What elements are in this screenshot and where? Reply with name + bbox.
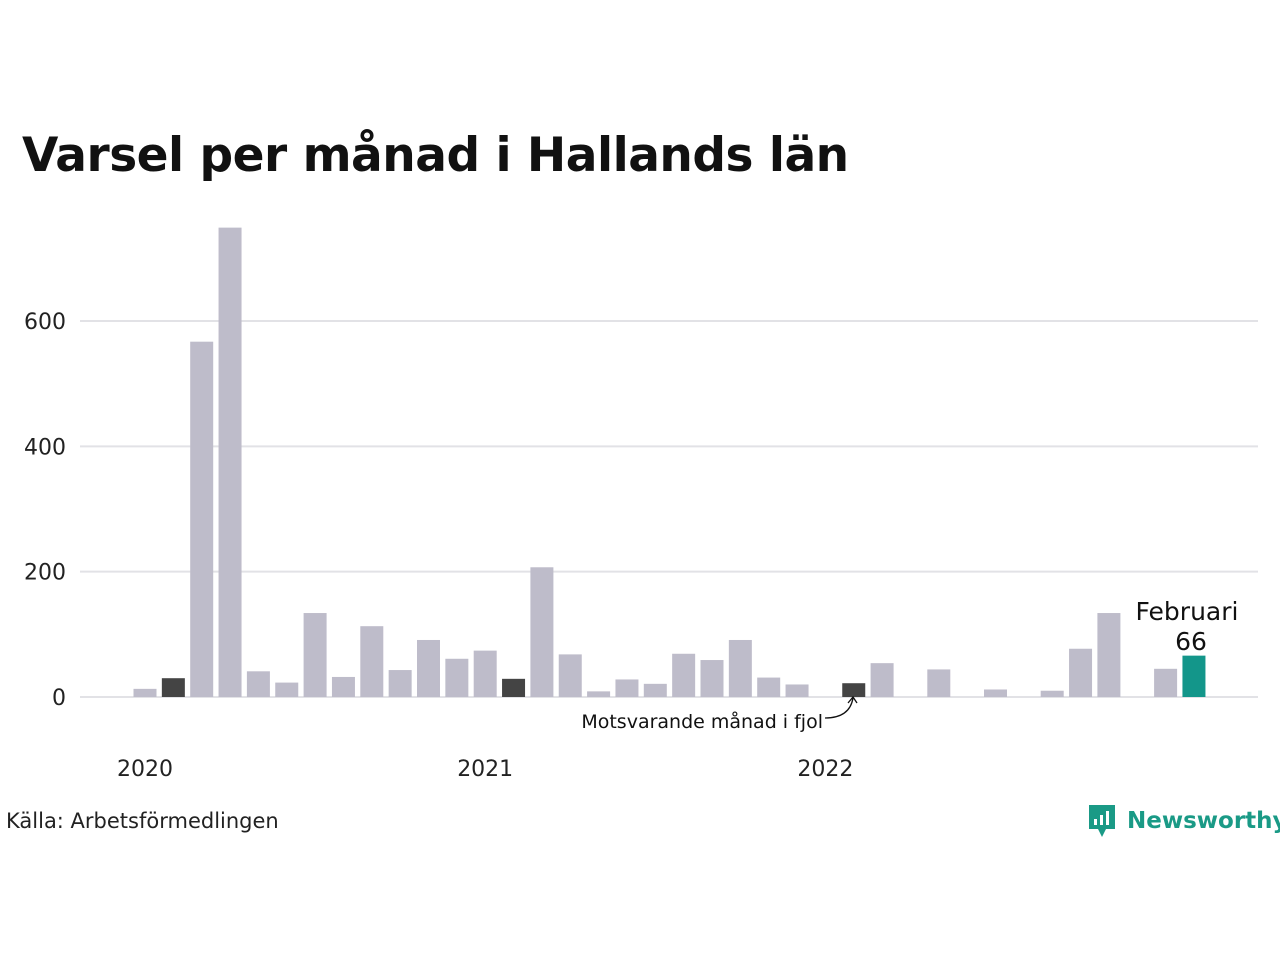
annotation-arrowhead xyxy=(847,695,858,704)
same-month-bar-2020-02 xyxy=(161,678,185,697)
bar-2020-05 xyxy=(246,671,270,697)
x-tick-label-2021: 2021 xyxy=(457,757,513,782)
bar-2022-07 xyxy=(984,689,1007,697)
same-month-bar-2021-02 xyxy=(502,678,526,697)
annotation-group: Motsvarande månad i fjol xyxy=(581,695,858,733)
bar-2020-12 xyxy=(445,658,469,697)
newsworthy-logo: Newsworthy xyxy=(1087,803,1280,839)
bar-2021-10 xyxy=(728,639,752,697)
bar-2021-08 xyxy=(672,653,696,697)
bar-2021-07 xyxy=(643,683,667,697)
bar-2021-03 xyxy=(530,567,554,697)
annotation-text: Motsvarande månad i fjol xyxy=(581,710,823,733)
y-tick-label: 400 xyxy=(24,435,66,460)
gridlines xyxy=(80,320,1258,698)
bar-2021-04 xyxy=(558,654,582,697)
newsworthy-logo-icon xyxy=(1089,805,1115,837)
annotation-arrow xyxy=(824,697,854,719)
bar-2020-01 xyxy=(133,688,157,697)
chart-title: Varsel per månad i Hallands län xyxy=(22,128,849,183)
x-axis-year-labels: 2020 2021 2022 xyxy=(117,757,853,782)
y-axis-ticks: 0 200 400 600 xyxy=(24,310,66,711)
bar-2022-11 xyxy=(1097,613,1121,697)
newsworthy-logo-text: Newsworthy xyxy=(1127,808,1280,834)
highlight-group: Februari 66 xyxy=(1136,597,1239,656)
bar-2020-03 xyxy=(190,341,214,697)
bar-2022-05 xyxy=(927,669,951,697)
bar-2021-11 xyxy=(757,677,781,697)
bars xyxy=(133,227,1206,698)
bar-2020-10 xyxy=(388,670,412,697)
bar-2023-01 xyxy=(1154,668,1178,697)
same-month-bar-2022-02 xyxy=(842,683,866,697)
bar-2022-10 xyxy=(1069,648,1093,697)
bar-2020-04 xyxy=(218,227,242,698)
x-tick-label-2020: 2020 xyxy=(117,757,173,782)
y-tick-label: 600 xyxy=(24,310,66,335)
bar-2020-07 xyxy=(303,613,327,697)
bar-2020-09 xyxy=(360,626,384,697)
current-month-bar xyxy=(1182,655,1206,697)
source-note: Källa: Arbetsförmedlingen xyxy=(6,809,279,833)
bar-2021-12 xyxy=(785,684,809,697)
bar-2021-06 xyxy=(615,679,639,697)
highlight-month-label: Februari xyxy=(1136,597,1239,626)
bar-2022-09 xyxy=(1040,690,1064,697)
bar-2021-01 xyxy=(473,650,497,697)
bar-2020-11 xyxy=(417,639,440,697)
bar-2021-09 xyxy=(700,660,724,697)
bar-2022-03 xyxy=(870,663,894,697)
x-tick-label-2022: 2022 xyxy=(797,757,853,782)
bar-2020-06 xyxy=(275,682,299,697)
y-tick-label: 200 xyxy=(24,561,66,586)
bar-2020-08 xyxy=(331,676,355,697)
y-tick-label: 0 xyxy=(52,686,66,711)
highlight-value-label: 66 xyxy=(1175,627,1207,656)
bar-2021-05 xyxy=(587,691,611,697)
